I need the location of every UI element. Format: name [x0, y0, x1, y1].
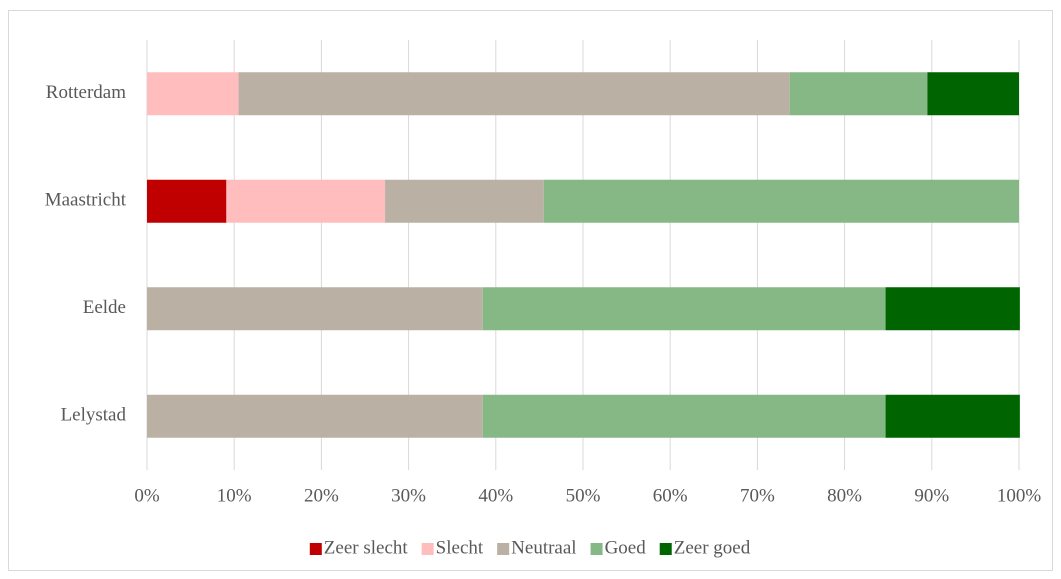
bar-segment	[885, 394, 1020, 438]
bar-segment	[147, 287, 483, 331]
legend-label: Zeer goed	[674, 537, 751, 558]
bar-segment	[482, 287, 886, 331]
legend-label: Neutraal	[511, 537, 576, 558]
bar-segment	[789, 72, 928, 116]
y-tick-label: Rotterdam	[46, 82, 126, 103]
bar-segment	[238, 72, 790, 116]
legend-label: Goed	[605, 537, 647, 558]
legend-swatch	[659, 543, 672, 555]
legend-swatch	[497, 543, 510, 555]
y-tick-label: Maastricht	[45, 190, 127, 211]
legend-label: Slecht	[436, 537, 484, 558]
bar-segment	[927, 72, 1019, 116]
bar-segment	[147, 179, 227, 223]
x-tick-label: 20%	[304, 485, 339, 506]
bar-segment	[226, 179, 386, 223]
x-tick-label: 90%	[914, 485, 949, 506]
bar-segment	[147, 72, 239, 116]
y-tick-label: Eelde	[83, 297, 126, 318]
x-tick-label: 70%	[740, 485, 775, 506]
x-tick-label: 40%	[478, 485, 513, 506]
x-tick-label: 50%	[566, 485, 601, 506]
bar-segment	[385, 179, 544, 223]
legend: Zeer slecht Slecht Neutraal Goed Zeer goed	[309, 537, 751, 558]
y-tick-label: Lelystad	[61, 405, 127, 426]
legend-swatch	[309, 543, 322, 555]
x-tick-label: 0%	[134, 485, 160, 506]
x-tick-label: 80%	[827, 485, 862, 506]
x-tick-label: 60%	[653, 485, 688, 506]
x-tick-label: 30%	[391, 485, 426, 506]
bar-segment	[147, 394, 483, 438]
legend-label: Zeer slecht	[324, 537, 409, 558]
bar-segment	[885, 287, 1020, 331]
x-tick-label: 10%	[217, 485, 252, 506]
x-tick-label: 100%	[997, 485, 1042, 506]
bar-segment	[543, 179, 1019, 223]
legend-swatch	[590, 543, 603, 555]
bar-segment	[482, 394, 886, 438]
legend-swatch	[421, 543, 434, 555]
